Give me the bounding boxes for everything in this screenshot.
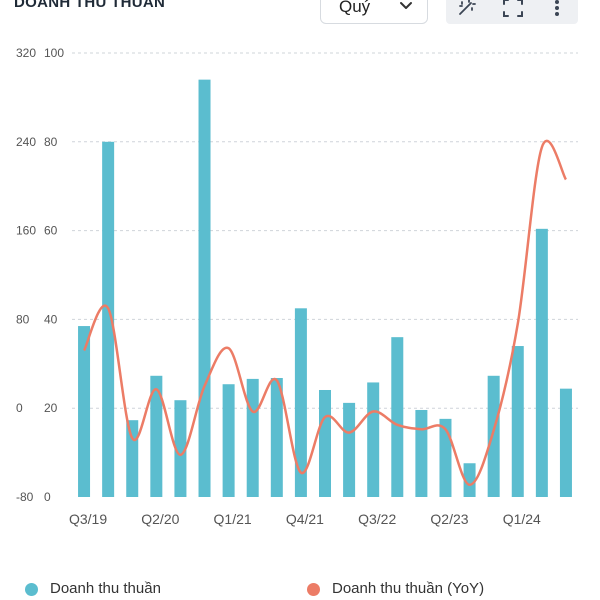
period-select-value: Quý bbox=[339, 0, 371, 16]
y-left-tick-label: 240 bbox=[16, 135, 36, 149]
bar bbox=[222, 384, 235, 497]
y-right-tick-label: 40 bbox=[44, 312, 58, 326]
chart-title: DOANH THU THUẦN bbox=[14, 0, 166, 11]
bar bbox=[78, 326, 91, 497]
more-vertical-icon bbox=[555, 0, 559, 16]
period-select[interactable]: Quý bbox=[320, 0, 428, 24]
x-tick-label: Q3/22 bbox=[358, 511, 396, 527]
bar bbox=[343, 402, 356, 497]
y-right-tick-label: 100 bbox=[44, 46, 64, 60]
bar bbox=[126, 420, 139, 497]
y-right-tick-label: 0 bbox=[44, 490, 51, 504]
y-left-tick-label: 320 bbox=[16, 46, 36, 60]
magic-wand-button[interactable] bbox=[454, 0, 480, 20]
y-left-tick-label: 160 bbox=[16, 224, 36, 238]
x-axis: Q3/19 Q2/20 Q1/21 Q4/21 Q3/22 Q2/23 Q1/24 bbox=[69, 511, 541, 527]
bar bbox=[439, 418, 452, 497]
fullscreen-icon bbox=[503, 0, 523, 17]
bar bbox=[463, 463, 476, 497]
x-tick-label: Q3/19 bbox=[69, 511, 107, 527]
bar bbox=[367, 382, 380, 497]
magic-wand-icon bbox=[459, 0, 476, 15]
legend-dot-revenue-yoy bbox=[307, 583, 320, 596]
y-left-tick-label: 0 bbox=[16, 401, 23, 415]
x-tick-label: Q2/23 bbox=[430, 511, 468, 527]
y-axis-left: 320 240 160 80 0 -80 bbox=[16, 46, 36, 504]
x-tick-label: Q1/24 bbox=[503, 511, 541, 527]
legend-label-revenue: Doanh thu thuần bbox=[50, 580, 161, 597]
bar bbox=[391, 337, 404, 497]
y-axis-right: 100 80 60 40 20 0 bbox=[44, 46, 64, 504]
legend-item-revenue[interactable]: Doanh thu thuần bbox=[25, 580, 205, 600]
bar bbox=[319, 389, 331, 497]
x-tick-label: Q4/21 bbox=[286, 511, 324, 527]
bar bbox=[102, 141, 115, 498]
bar bbox=[559, 388, 572, 497]
x-tick-label: Q2/20 bbox=[141, 511, 179, 527]
bar bbox=[415, 409, 428, 497]
bar bbox=[511, 346, 524, 497]
gridlines bbox=[72, 52, 578, 409]
bar bbox=[535, 228, 548, 497]
chart-header: DOANH THU THUẦN Quý bbox=[0, 0, 600, 40]
x-tick-label: Q1/21 bbox=[214, 511, 252, 527]
chart-toolbar bbox=[446, 0, 578, 24]
legend-label-revenue-yoy: Doanh thu thuần (YoY) bbox=[332, 580, 485, 597]
bar bbox=[246, 378, 259, 497]
line-series bbox=[82, 139, 568, 487]
bar bbox=[174, 400, 187, 497]
bar bbox=[487, 375, 500, 497]
legend-dot-revenue bbox=[25, 583, 38, 596]
bar bbox=[150, 375, 163, 497]
bar bbox=[270, 378, 283, 497]
legend-item-revenue-yoy[interactable]: Doanh thu thuần (YoY) bbox=[307, 580, 527, 600]
bar bbox=[294, 308, 307, 497]
y-right-tick-label: 80 bbox=[44, 135, 58, 149]
chevron-down-icon bbox=[400, 2, 412, 9]
more-options-button[interactable] bbox=[544, 0, 570, 20]
fullscreen-button[interactable] bbox=[500, 0, 526, 20]
y-right-tick-label: 20 bbox=[44, 401, 58, 415]
yoy-line bbox=[82, 139, 568, 487]
y-left-tick-label: -80 bbox=[16, 490, 34, 504]
y-right-tick-label: 60 bbox=[44, 224, 58, 238]
bar bbox=[198, 79, 211, 497]
y-left-tick-label: 80 bbox=[16, 312, 30, 326]
chart-legend: Doanh thu thuần Doanh thu thuần (YoY) bbox=[0, 576, 600, 600]
